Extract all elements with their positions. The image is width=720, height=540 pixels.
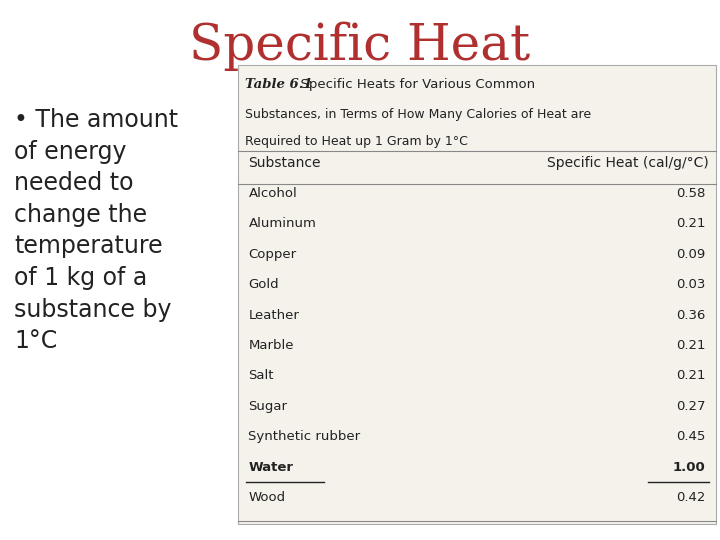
Text: 0.42: 0.42 bbox=[676, 491, 706, 504]
Text: 0.21: 0.21 bbox=[676, 369, 706, 382]
Text: Alcohol: Alcohol bbox=[248, 187, 297, 200]
Text: • The amount
of energy
needed to
change the
temperature
of 1 kg of a
substance b: • The amount of energy needed to change … bbox=[14, 108, 179, 353]
Text: 1.00: 1.00 bbox=[673, 461, 706, 474]
Text: Specific Heats for Various Common: Specific Heats for Various Common bbox=[292, 78, 535, 91]
Text: Leather: Leather bbox=[248, 308, 300, 322]
FancyBboxPatch shape bbox=[238, 65, 716, 524]
Text: Synthetic rubber: Synthetic rubber bbox=[248, 430, 361, 443]
Text: 0.03: 0.03 bbox=[676, 278, 706, 291]
Text: Substances, in Terms of How Many Calories of Heat are: Substances, in Terms of How Many Calorie… bbox=[245, 108, 591, 121]
Text: 0.21: 0.21 bbox=[676, 339, 706, 352]
Text: Marble: Marble bbox=[248, 339, 294, 352]
Text: 0.58: 0.58 bbox=[676, 187, 706, 200]
Text: Specific Heat (cal/g/°C): Specific Heat (cal/g/°C) bbox=[547, 156, 709, 170]
Text: Water: Water bbox=[248, 461, 294, 474]
Text: 0.21: 0.21 bbox=[676, 217, 706, 230]
Text: Specific Heat: Specific Heat bbox=[189, 22, 531, 71]
Text: Table 6.1: Table 6.1 bbox=[245, 78, 312, 91]
Text: Gold: Gold bbox=[248, 278, 279, 291]
Text: Salt: Salt bbox=[248, 369, 274, 382]
Text: Required to Heat up 1 Gram by 1°C: Required to Heat up 1 Gram by 1°C bbox=[245, 135, 468, 148]
Text: 0.09: 0.09 bbox=[676, 248, 706, 261]
Text: Wood: Wood bbox=[248, 491, 286, 504]
Text: Sugar: Sugar bbox=[248, 400, 287, 413]
Text: Copper: Copper bbox=[248, 248, 297, 261]
Text: 0.36: 0.36 bbox=[676, 308, 706, 322]
Text: Aluminum: Aluminum bbox=[248, 217, 316, 230]
Text: Substance: Substance bbox=[248, 156, 321, 170]
Text: 0.45: 0.45 bbox=[676, 430, 706, 443]
Text: 0.27: 0.27 bbox=[676, 400, 706, 413]
